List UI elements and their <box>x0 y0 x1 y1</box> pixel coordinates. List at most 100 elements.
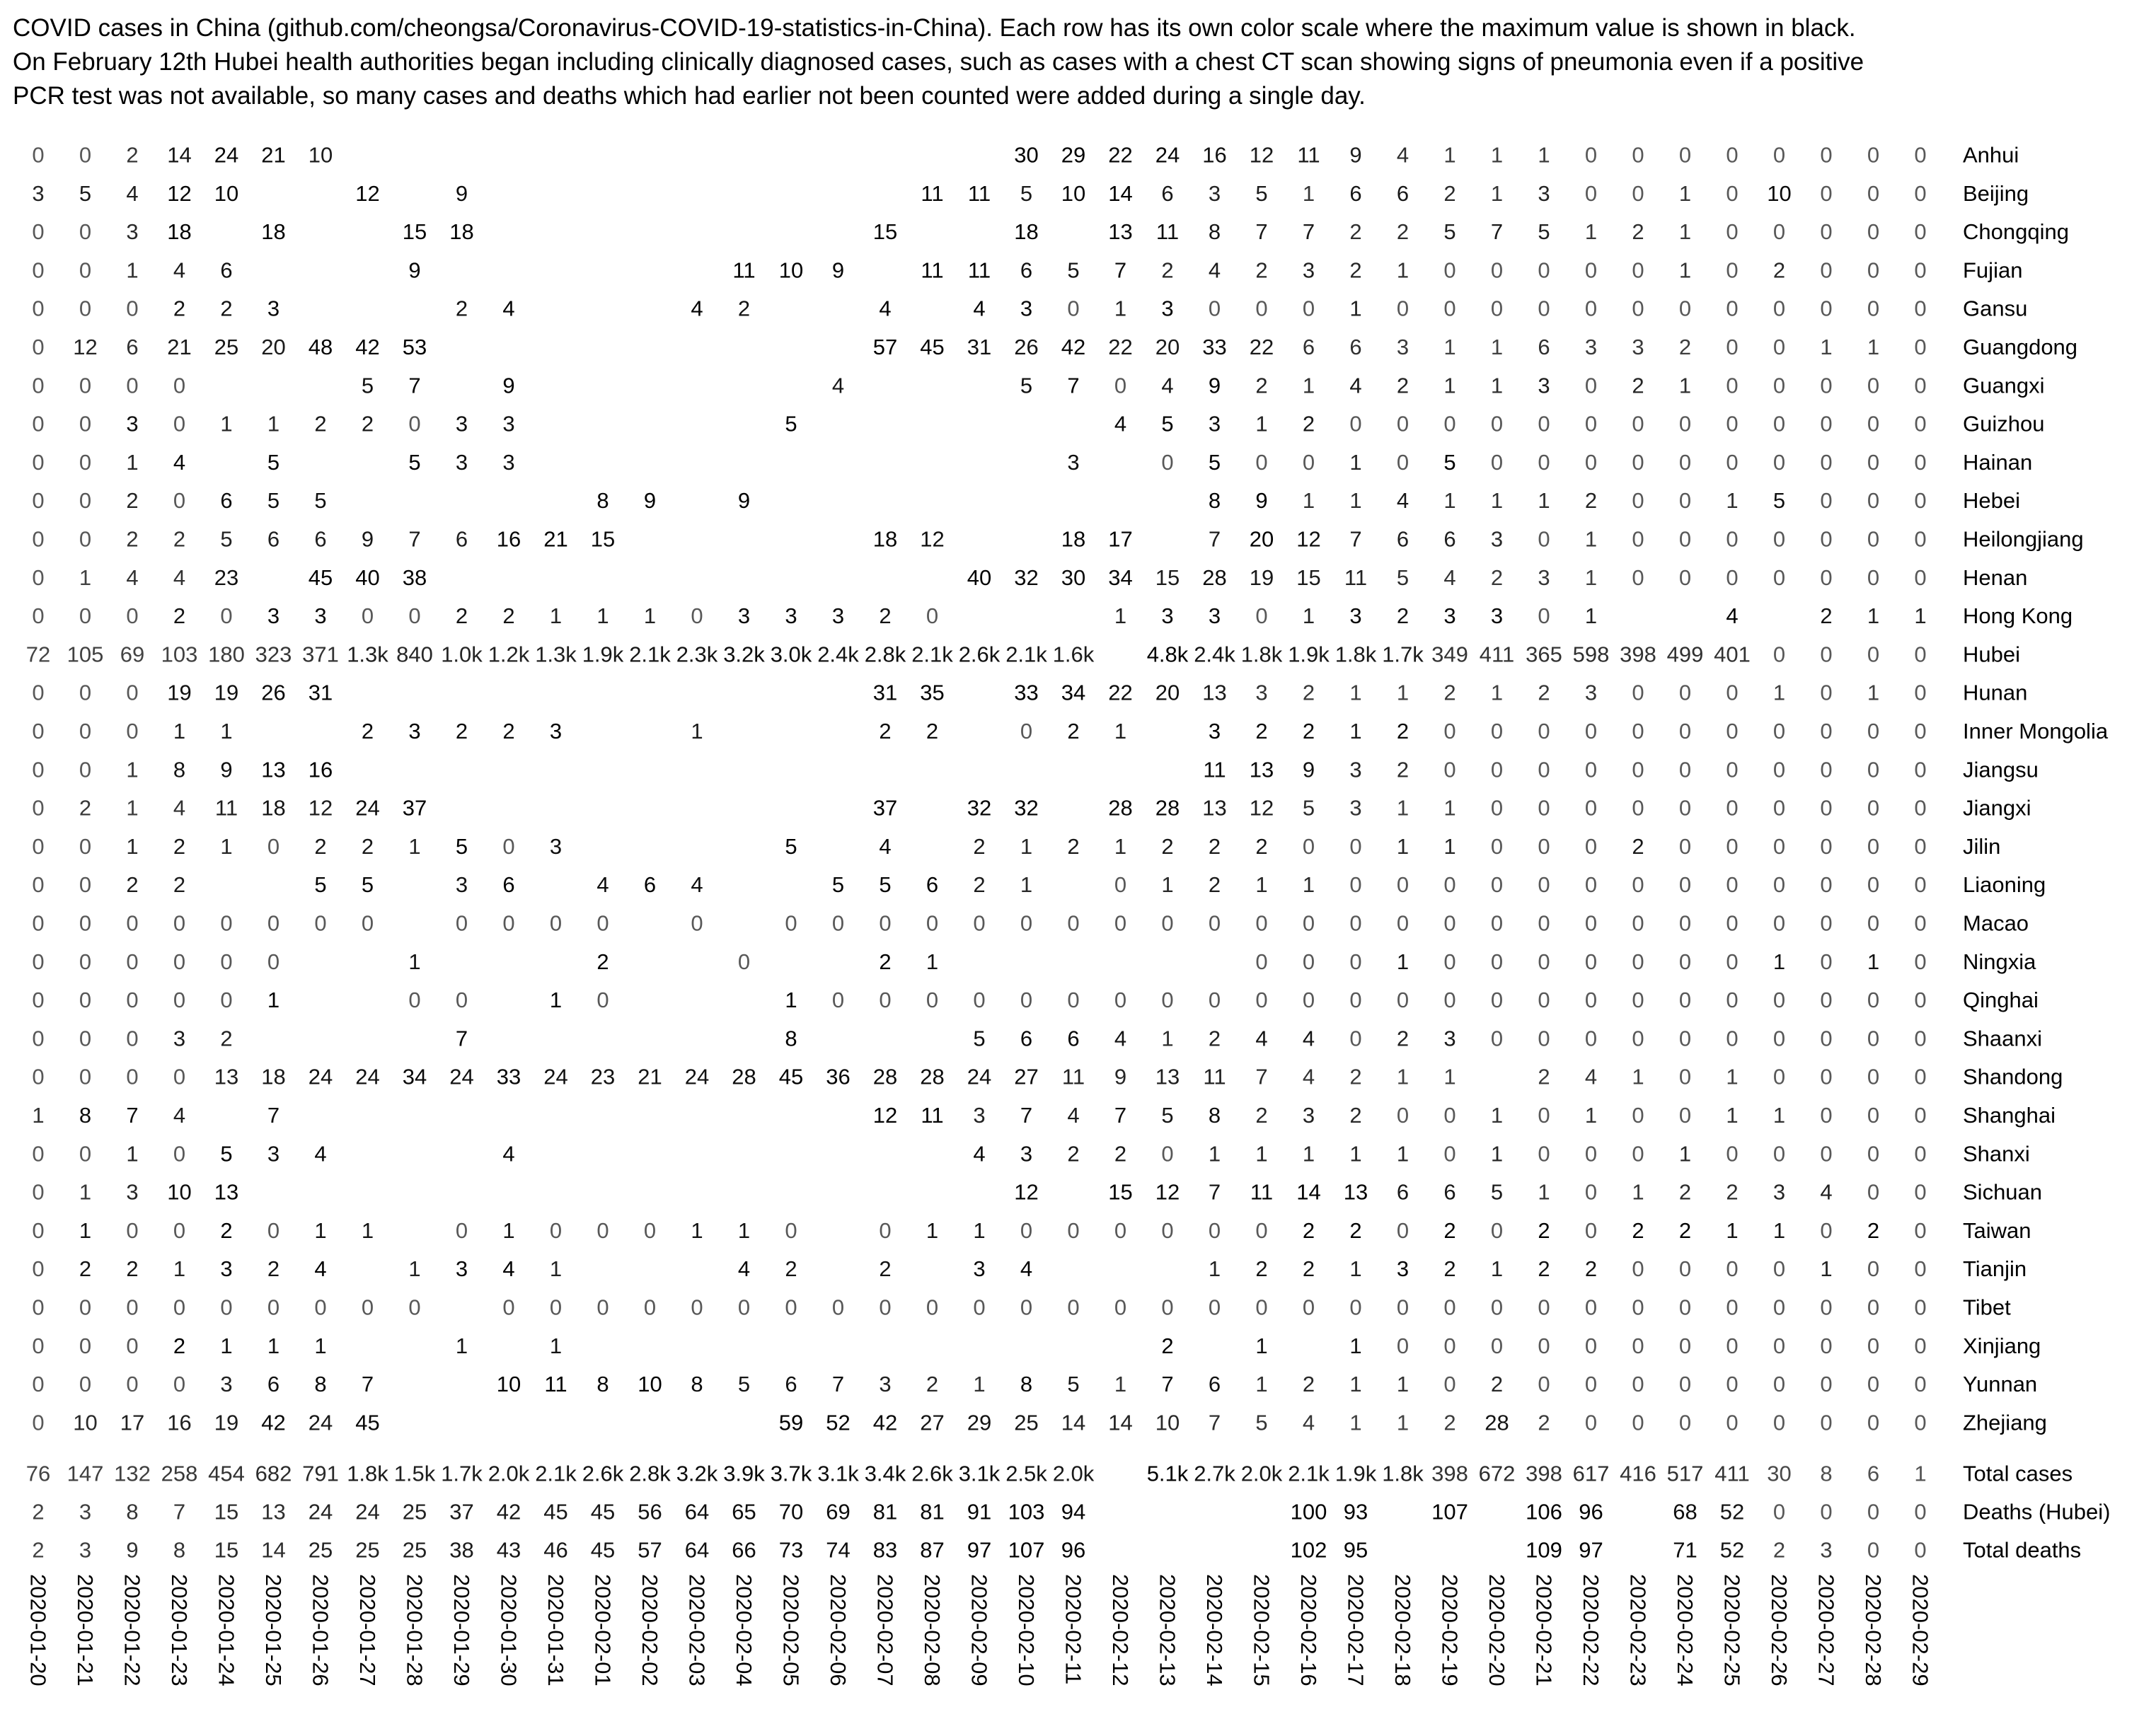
province-cell: 0 <box>32 527 44 552</box>
province-cell: 1 <box>1114 603 1126 628</box>
province-cell: 4 <box>973 296 985 321</box>
province-cell: 0 <box>1585 988 1597 1012</box>
summary-label: Total deaths <box>1963 1538 2081 1563</box>
province-cell: 4 <box>502 1141 514 1166</box>
province-cell: 0 <box>1491 450 1503 475</box>
province-cell: 1 <box>1491 335 1503 359</box>
province-cell: 0 <box>32 1026 44 1051</box>
summary-cell: 411 <box>1714 1462 1749 1486</box>
summary-cell: 56 <box>638 1500 662 1524</box>
province-cell: 1 <box>1443 1065 1455 1089</box>
province-cell: 3.0k <box>771 642 812 666</box>
province-cell: 0 <box>1349 412 1361 436</box>
province-cell: 4 <box>738 1256 750 1281</box>
date-tick-label: 2020-02-15 <box>1250 1574 1274 1686</box>
date-tick-label: 2020-02-12 <box>1108 1574 1133 1686</box>
summary-cell: 94 <box>1061 1500 1085 1524</box>
province-cell: 0 <box>1726 143 1738 168</box>
province-cell: 42 <box>1061 335 1085 359</box>
province-cell: 0 <box>1491 296 1503 321</box>
summary-cell: 106 <box>1526 1500 1562 1524</box>
summary-cell: 87 <box>920 1538 944 1563</box>
province-cell: 0 <box>1914 412 1926 436</box>
province-cell: 1 <box>1349 296 1361 321</box>
province-cell: 0 <box>1491 412 1503 436</box>
province-cell: 0 <box>1820 1410 1832 1435</box>
summary-cell: 93 <box>1344 1500 1368 1524</box>
province-cell: 0 <box>1820 1103 1832 1128</box>
province-cell: 3 <box>126 219 138 244</box>
province-cell: 28 <box>873 1065 897 1089</box>
province-cell: 1 <box>220 719 232 743</box>
province-cell: 0 <box>79 412 91 436</box>
province-cell: 3 <box>550 719 562 743</box>
province-cell: 0 <box>1585 1141 1597 1166</box>
province-cell: 0 <box>832 988 844 1012</box>
province-row: 3 5 4 12 10 12 9 11 11 5 10 14 6 3 5 1 6 6 2 1 3 0 0 1 0 10 0 0 0 Bei… <box>32 181 2029 206</box>
summary-cell: 8 <box>126 1500 138 1524</box>
province-cell: 0 <box>1914 219 1926 244</box>
province-cell: 10 <box>167 1180 191 1205</box>
province-cell: 1 <box>1491 181 1503 206</box>
province-row: 0 0 2 0 6 5 5 8 9 9 8 9 1 1 4 1 1 1 2 0 0 1 5 0 0 0 Hebei <box>32 488 2020 513</box>
province-cell: 0 <box>79 219 91 244</box>
province-cell: 45 <box>309 565 333 590</box>
summary-cell: 107 <box>1008 1538 1045 1563</box>
province-cell: 28 <box>1202 565 1226 590</box>
province-cell: 3 <box>1585 335 1597 359</box>
province-cell: 3 <box>173 1026 185 1051</box>
province-cell: 0 <box>79 1141 91 1166</box>
date-tick-label: 2020-01-29 <box>449 1574 474 1686</box>
province-cell: 0 <box>1585 834 1597 859</box>
province-cell: 0 <box>1632 296 1644 321</box>
summary-cell: 42 <box>497 1500 521 1524</box>
province-cell: 0 <box>1867 488 1879 513</box>
summary-cell: 25 <box>309 1538 333 1563</box>
province-cell: 2 <box>1397 603 1409 628</box>
province-cell: 0 <box>738 1295 750 1320</box>
province-cell: 2 <box>456 719 468 743</box>
province-cell: 6 <box>926 872 938 897</box>
province-cell: 0 <box>502 1295 514 1320</box>
province-cell: 1 <box>1491 1103 1503 1128</box>
province-cell: 6 <box>267 1372 279 1396</box>
province-cell: 1 <box>1303 872 1315 897</box>
province-cell: 1 <box>1773 681 1785 705</box>
province-cell: 12 <box>1155 1180 1180 1205</box>
province-cell: 0 <box>79 373 91 398</box>
province-cell: 2 <box>1867 1218 1879 1243</box>
province-cell: 1 <box>926 1218 938 1243</box>
province-cell: 0 <box>1067 1295 1079 1320</box>
date-tick-label: 2020-01-21 <box>73 1574 98 1686</box>
province-cell: 0 <box>1867 1295 1879 1320</box>
province-cell: 37 <box>873 796 897 821</box>
province-cell: 0 <box>1443 1141 1455 1166</box>
province-cell: 2 <box>1443 1218 1455 1243</box>
province-cell: 4 <box>502 296 514 321</box>
province-row: 0 0 0 2 1 1 1 1 1 2 1 1 0 0 0 0 0 0 0 0 0 0 0 0 Xinjiang <box>32 1333 2041 1358</box>
province-cell: 2 <box>1632 373 1644 398</box>
province-cell: 0 <box>1867 642 1879 666</box>
province-cell: 4 <box>173 565 185 590</box>
province-cell: 0 <box>1585 181 1597 206</box>
province-cell: 4 <box>1303 1410 1315 1435</box>
province-cell: 0 <box>1914 1180 1926 1205</box>
summary-cell: 7 <box>173 1500 185 1524</box>
province-cell: 0 <box>32 719 44 743</box>
province-cell: 0 <box>879 1295 891 1320</box>
summary-cell: 66 <box>732 1538 756 1563</box>
province-cell: 5 <box>267 450 279 475</box>
province-cell: 7 <box>1067 373 1079 398</box>
date-tick-label: 2020-02-21 <box>1532 1574 1557 1686</box>
summary-cell: 14 <box>261 1538 285 1563</box>
date-tick-label: 2020-02-10 <box>1014 1574 1039 1686</box>
province-cell: 0 <box>1773 373 1785 398</box>
province-cell: 1 <box>550 1256 562 1281</box>
date-tick-label: 2020-01-31 <box>543 1574 568 1686</box>
title-line-1: COVID cases in China (github.com/cheongs… <box>13 14 1856 42</box>
province-cell: 0 <box>126 1372 138 1396</box>
summary-cell: 8 <box>1820 1462 1832 1486</box>
province-cell: 20 <box>1155 681 1180 705</box>
province-cell: 2 <box>220 1026 232 1051</box>
province-cell: 0 <box>173 1295 185 1320</box>
